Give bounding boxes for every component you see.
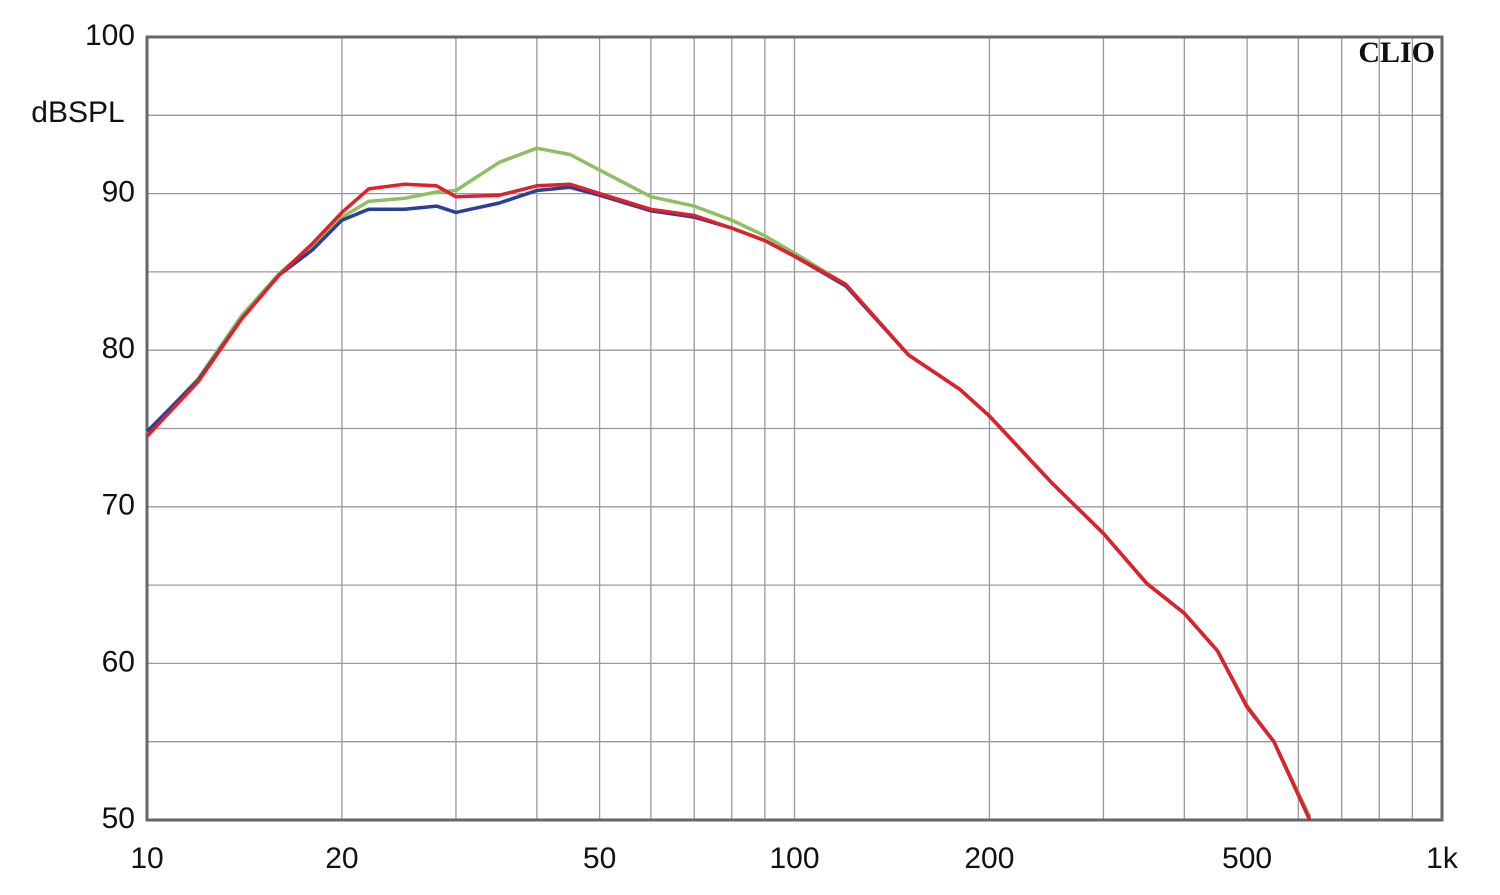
x-tick-label: 20 <box>325 842 358 875</box>
annotation: CLIO <box>1358 36 1435 69</box>
x-tick-label: 500 <box>1222 842 1272 875</box>
y-tick-label: 70 <box>102 489 135 522</box>
y-tick-label: 90 <box>102 176 135 209</box>
y-tick-label: 100 <box>85 19 135 52</box>
y-axis-label: dBSPL <box>31 96 124 129</box>
data-line <box>145 182 1312 821</box>
data-line <box>145 146 1312 818</box>
x-tick-label: 200 <box>964 842 1014 875</box>
y-tick-label: 50 <box>102 802 135 835</box>
x-tick-label: 50 <box>583 842 616 875</box>
y-tick-label: 80 <box>102 332 135 365</box>
y-tick-label: 60 <box>102 645 135 678</box>
x-tick-label: 1k <box>1426 842 1459 875</box>
x-tick-label: 100 <box>769 842 819 875</box>
x-tick-label: 10 <box>130 842 163 875</box>
data-line <box>145 185 1312 821</box>
plot-frame <box>145 35 1444 822</box>
